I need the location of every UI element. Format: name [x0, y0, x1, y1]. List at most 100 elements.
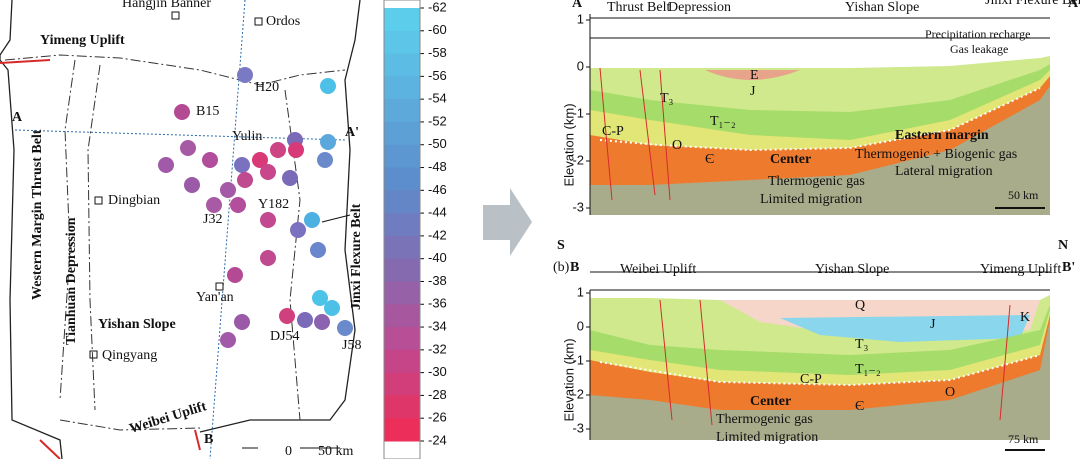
- sample-point: [202, 152, 218, 168]
- scale-label: 75 km: [1008, 432, 1039, 446]
- layer-label: J: [750, 84, 756, 99]
- sample-point: [184, 177, 200, 193]
- color-segment: [384, 327, 420, 351]
- sample-point: [282, 170, 298, 186]
- region-label: Yishan Slope: [98, 317, 176, 332]
- well-label: H20: [255, 80, 279, 95]
- tick-label: -30: [428, 364, 447, 379]
- place-label: Yulin: [232, 129, 262, 144]
- y-tick-label: 1: [577, 11, 584, 26]
- annotation: Limited migration: [760, 192, 862, 207]
- layer-label: J: [930, 317, 936, 332]
- sample-point: [237, 67, 253, 83]
- layer-label: T₃: [660, 91, 674, 106]
- annotation: Thermogenic gas: [716, 412, 813, 427]
- reservoir: [599, 354, 1041, 387]
- city-marker: [94, 196, 103, 205]
- zone-label: Thrust Belt: [607, 0, 670, 15]
- place-label: Yan'an: [196, 290, 234, 305]
- color-segment: [384, 281, 420, 305]
- layer-label: O: [672, 138, 682, 153]
- zone-label: Yimeng Uplift: [980, 262, 1061, 277]
- city-marker: [254, 17, 263, 26]
- sample-point: [174, 104, 190, 120]
- basement: [590, 320, 1050, 440]
- sample-point: [337, 320, 353, 336]
- section-end-label: A': [345, 125, 359, 140]
- color-segment: [384, 258, 420, 282]
- section-end-label: A': [1068, 0, 1080, 11]
- sample-point: [252, 152, 268, 168]
- y-tick-label: -3: [572, 199, 584, 214]
- arrow: [483, 188, 532, 256]
- map: Hangjin Banner Ordos Yimeng Uplift H20 A…: [0, 0, 364, 459]
- scale-label: 50 km: [1008, 188, 1039, 202]
- sample-point: [220, 182, 236, 198]
- annotation: Thermogenic + Biogenic gas: [855, 147, 1017, 162]
- layer-label: C-P: [602, 124, 624, 139]
- tick-label: -34: [428, 318, 447, 333]
- color-segment: [384, 144, 420, 169]
- sample-point: [320, 78, 336, 94]
- color-segment: [384, 349, 420, 374]
- direction-label: S: [557, 238, 565, 253]
- well-label: Y182: [258, 197, 289, 212]
- fault: [0, 59, 201, 459]
- fault: [599, 67, 671, 201]
- color-segment: [384, 304, 420, 328]
- sample-point: [304, 212, 320, 228]
- pointer: [321, 214, 351, 223]
- layer-label: E: [750, 68, 759, 83]
- color-segment: [384, 235, 420, 260]
- sample-points: [158, 67, 353, 348]
- tick-label: -42: [428, 227, 447, 242]
- tick-label: -32: [428, 341, 447, 356]
- tick-label: -46: [428, 182, 447, 197]
- layer-label: O: [945, 385, 955, 400]
- color-segment: [384, 190, 420, 214]
- layer: [705, 70, 800, 80]
- well-label: J32: [203, 212, 222, 227]
- annotation: Gas leakage: [950, 42, 1008, 56]
- layer-label: Є: [855, 399, 864, 414]
- annotation: Precipitation recharge: [925, 27, 1030, 41]
- tick-label: -56: [428, 68, 447, 83]
- color-segment: [384, 167, 420, 191]
- colorbar: -62 -60 -58 -56 -54 -52 -50 -48 -46 -44 -42 -40 -38 -…: [383, 0, 447, 459]
- sample-point: [314, 314, 330, 330]
- direction-label: N: [1058, 238, 1068, 253]
- annotation: Thermogenic gas: [768, 174, 865, 189]
- annotation: Center: [750, 394, 791, 409]
- well-label: J58: [342, 338, 361, 353]
- sample-point: [230, 197, 246, 213]
- sample-point: [270, 142, 286, 158]
- well-label: DJ54: [270, 329, 300, 344]
- layer-label: T₁₋₂: [710, 114, 736, 129]
- sample-point: [234, 314, 250, 330]
- y-tick-label: 0: [577, 318, 584, 333]
- tick-label: -24: [428, 432, 447, 447]
- region-label: Western Margin Thrust Belt: [30, 129, 45, 300]
- region-label: Tianhuan Depression: [64, 217, 79, 345]
- place-label: Qingyang: [102, 348, 157, 363]
- section-b: (b) S N B B' Weibei Uplift Yishan Slope …: [553, 238, 1075, 451]
- annotation: Eastern margin: [895, 128, 989, 143]
- sample-point: [324, 300, 340, 316]
- section-end-label: A: [572, 0, 583, 11]
- annotation: Limited migration: [716, 430, 818, 445]
- sample-point: [180, 140, 196, 156]
- fault: [659, 299, 1011, 426]
- color-segment: [384, 418, 420, 442]
- sample-point: [227, 267, 243, 283]
- y-tick-label: -3: [572, 420, 584, 435]
- tick-label: -48: [428, 159, 447, 174]
- sample-point: [290, 222, 306, 238]
- zone-label: Jinxi Flexure Belt: [985, 0, 1080, 8]
- place-label: Ordos: [266, 14, 300, 29]
- sample-point: [206, 197, 222, 213]
- section-end-label: B: [204, 432, 213, 447]
- sample-point: [237, 172, 253, 188]
- reservoir: [599, 87, 1041, 152]
- sample-point: [310, 242, 326, 258]
